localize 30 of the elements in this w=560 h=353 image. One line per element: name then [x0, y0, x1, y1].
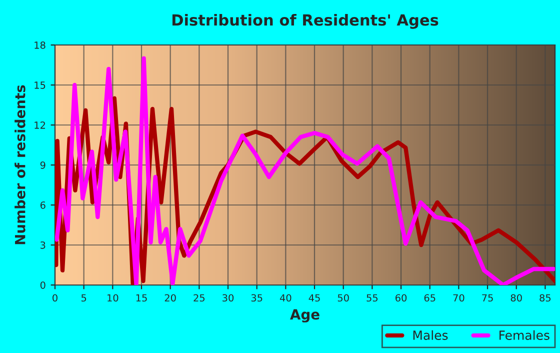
- x-tick-label: 25: [194, 294, 205, 302]
- legend-label: Females: [500, 330, 550, 340]
- x-tick-label: 55: [366, 294, 378, 302]
- x-tick-label: 65: [424, 294, 436, 302]
- y-tick-label: 6: [40, 201, 46, 209]
- x-tick-label: 45: [308, 294, 320, 302]
- x-tick-label: 20: [164, 294, 176, 302]
- x-tick-label: 80: [510, 294, 522, 302]
- x-tick-label: 75: [482, 294, 493, 302]
- y-tick-label: 12: [34, 121, 45, 129]
- x-tick-label: 50: [338, 294, 349, 302]
- x-tick-label: 60: [396, 294, 407, 302]
- y-tick-label: 9: [40, 161, 46, 169]
- x-tick-label: 15: [136, 294, 147, 302]
- x-tick-label: 70: [453, 294, 464, 302]
- x-tick-label: 30: [222, 294, 234, 302]
- x-tick-label: 40: [280, 294, 292, 302]
- y-tick-label: 0: [40, 281, 46, 289]
- x-tick-label: 85: [540, 294, 551, 302]
- y-tick-label: 15: [34, 82, 46, 89]
- y-axis-title: Number of residents: [14, 85, 26, 244]
- x-axis-title: Age: [290, 309, 320, 322]
- y-tick-label: 3: [40, 241, 46, 249]
- x-tick-label: 0: [52, 294, 58, 302]
- legend-label: Males: [413, 330, 448, 340]
- x-tick-label: 5: [81, 294, 86, 302]
- chart-title: Distribution of Residents' Ages: [172, 14, 438, 29]
- y-tick-label: 18: [34, 41, 46, 49]
- x-tick-label: 35: [251, 294, 262, 302]
- x-tick-label: 10: [108, 294, 118, 302]
